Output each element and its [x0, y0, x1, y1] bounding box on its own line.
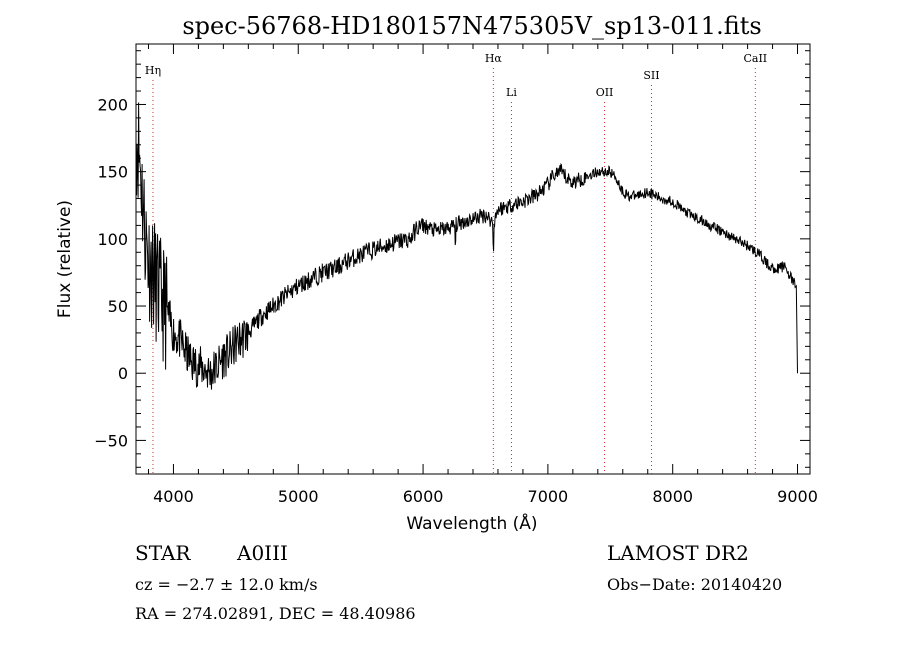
y-tick-label: −50	[94, 431, 128, 450]
axis-ticks	[136, 44, 810, 474]
redshift-cz: cz = −2.7 ± 12.0 km/s	[135, 575, 318, 594]
y-tick-label: 200	[97, 95, 128, 114]
spectral-line-label: OII	[596, 86, 614, 99]
spectral-line-markers: Hη Hα Li OII SII CaII	[145, 52, 767, 474]
object-subclass: A0III	[237, 541, 288, 565]
spectral-line-label: Hα	[485, 52, 503, 65]
x-tick-label: 8000	[652, 487, 693, 506]
x-tick-label: 6000	[403, 487, 444, 506]
plot-frame	[135, 43, 811, 475]
x-tick-label: 4000	[153, 487, 194, 506]
y-tick-label: 0	[118, 364, 128, 383]
spectral-line-label: CaII	[743, 52, 767, 65]
series-group	[136, 102, 798, 390]
spectral-line-label: Hη	[145, 64, 161, 77]
spectrum-series-line	[136, 102, 798, 390]
survey-name: LAMOST DR2	[607, 541, 749, 565]
y-tick-label: 150	[97, 163, 128, 182]
tick-labels: 4000 5000 6000 7000 8000 9000 −50 0 50 100 150 200	[94, 95, 818, 506]
y-axis-label: Flux (relative)	[55, 200, 75, 318]
x-tick-label: 9000	[777, 487, 818, 506]
spectral-line-label: SII	[643, 69, 659, 82]
observation-date: Obs−Date: 20140420	[607, 575, 783, 594]
chart-title: spec-56768-HD180157N475305V_sp13-011.fit…	[182, 12, 761, 40]
ra-dec: RA = 274.02891, DEC = 48.40986	[135, 604, 416, 623]
x-tick-label: 5000	[278, 487, 319, 506]
x-axis-label: Wavelength (Å)	[406, 512, 537, 534]
object-type: STAR	[135, 541, 191, 565]
spectral-line-label: Li	[506, 86, 517, 99]
x-tick-label: 7000	[528, 487, 569, 506]
y-tick-label: 100	[97, 230, 128, 249]
y-tick-label: 50	[108, 297, 128, 316]
